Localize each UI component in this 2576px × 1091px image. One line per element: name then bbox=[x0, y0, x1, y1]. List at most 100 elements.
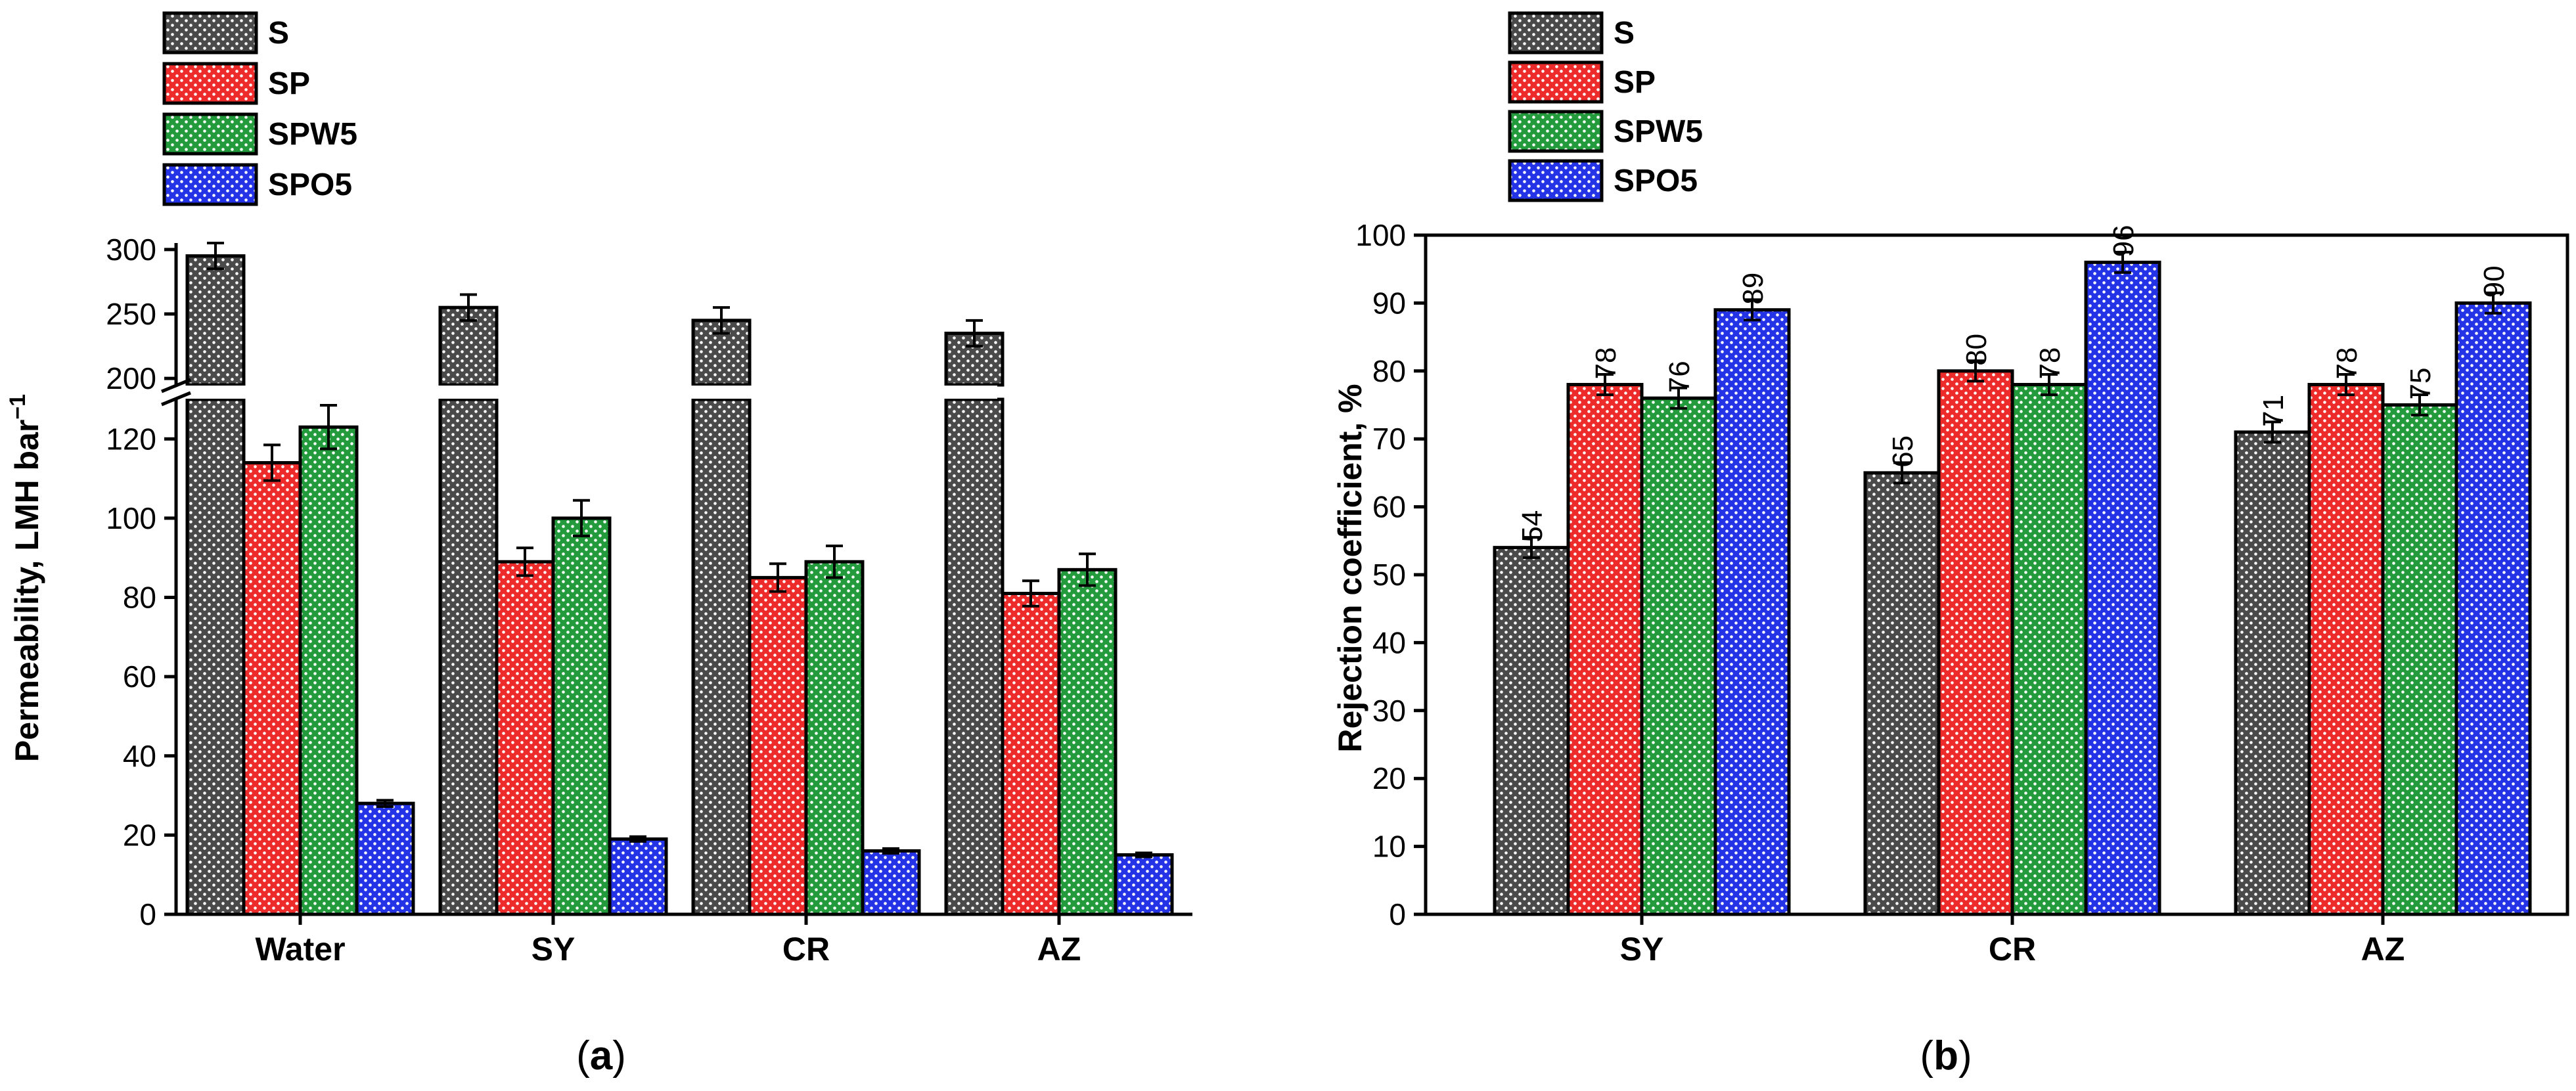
panel-a-bar-water-s-lower bbox=[185, 397, 246, 916]
panel-b-legend-swatch-s bbox=[1508, 11, 1604, 55]
panel-a-bar-cr-spo5 bbox=[861, 849, 921, 916]
panel-a-bar-az-sp bbox=[1001, 592, 1061, 916]
panel-b-bar-sy-s bbox=[1493, 546, 1570, 916]
panel-a-ytick-label-120: 120 bbox=[106, 422, 156, 456]
panel-a-bar-cr-spw5-error bbox=[826, 545, 843, 579]
panel-b-ytick-label-50: 50 bbox=[1372, 558, 1406, 592]
panel-b-legend-swatch-sp bbox=[1508, 60, 1604, 104]
panel-a-bar-az-spw5-error bbox=[1079, 552, 1096, 587]
panel-a-bars bbox=[156, 242, 1174, 916]
panel-a-caption: (a) bbox=[576, 1033, 626, 1079]
panel-b-bar-cr-spw5-value-label: 78 bbox=[2034, 347, 2066, 380]
panel-b-ytick-label-0: 0 bbox=[1389, 897, 1406, 931]
panel-a-axes: 0 20 40 60 80 100 120 200 250 300 Water SY CR AZ bbox=[106, 233, 1192, 968]
panel-b-axes: 0 10 20 30 40 50 60 70 80 90 100 SY CR AZ bbox=[1355, 218, 2569, 968]
panel-a-break-mark-top bbox=[161, 378, 191, 393]
panel-b-ytick-label-100: 100 bbox=[1355, 218, 1406, 252]
panel-a-bar-sy-s-error bbox=[460, 293, 477, 322]
panel-b-bar-sy-spw5-value-label: 76 bbox=[1663, 361, 1696, 393]
panel-a-xtick-label-cr: CR bbox=[782, 931, 830, 968]
panel-b-ytick-label-20: 20 bbox=[1372, 761, 1406, 795]
panel-b-bar-az-s bbox=[2234, 430, 2311, 916]
panel-a-ytick-label-100: 100 bbox=[106, 501, 156, 535]
panel-b-bar-az-sp-error bbox=[2338, 372, 2355, 396]
panel-a-legend-label-s: S bbox=[268, 16, 289, 51]
panel-a-bar-sy-s-lower bbox=[438, 397, 499, 916]
panel-b-bar-cr-spo5-error bbox=[2114, 250, 2131, 274]
panel-b-bar-cr-s-value-label: 65 bbox=[1887, 435, 1919, 468]
panel-a-bar-sy-spw5-error bbox=[573, 499, 590, 538]
panel-a-legend-label-sp: SP bbox=[268, 66, 310, 101]
panel-b-legend-swatch-spw5 bbox=[1508, 110, 1604, 153]
panel-b-bar-cr-s-error bbox=[1893, 461, 1910, 485]
panel-a-bar-az-spo5 bbox=[1114, 853, 1174, 916]
panel-b-bar-cr-sp-value-label: 80 bbox=[1960, 334, 1993, 366]
panel-a-bar-cr-s-lower bbox=[691, 397, 752, 916]
panel-a-y-axis-label: Permeability, LMH bar−1 bbox=[5, 394, 45, 762]
panel-a-bar-water-s-upper bbox=[185, 254, 246, 387]
panel-b-ytick-label-70: 70 bbox=[1372, 422, 1406, 456]
panel-b-bar-az-s-value-label: 71 bbox=[2257, 395, 2290, 427]
panel-b-ytick-label-90: 90 bbox=[1372, 286, 1406, 320]
panel-b-bar-sy-sp-value-label: 78 bbox=[1590, 347, 1622, 380]
panel-a-bar-sy-sp-error bbox=[516, 546, 533, 577]
panel-b-bar-cr-spo5 bbox=[2084, 260, 2161, 916]
panel-a-xtick-label-water: Water bbox=[255, 931, 345, 968]
panel-b-bar-sy-s-error bbox=[1523, 536, 1540, 560]
panel-b-bar-sy-spo5-value-label: 89 bbox=[1737, 273, 1769, 305]
panel-b-bar-sy-spo5-error bbox=[1744, 298, 1761, 322]
panel-a-bar-sy-sp bbox=[495, 560, 555, 916]
panel-a-bar-az-s-error bbox=[966, 319, 983, 348]
panel-a-permeability-chart: S SP SPW5 SPO5 0 20 40 60 80 100 120 200 250 300 Wate… bbox=[5, 11, 1192, 1079]
panel-b-bar-sy-spw5-error bbox=[1670, 386, 1687, 410]
panel-b-xtick-label-sy: SY bbox=[1620, 931, 1664, 968]
panel-a-bar-cr-sp-error bbox=[769, 562, 786, 593]
panel-b-ytick-label-40: 40 bbox=[1372, 625, 1406, 659]
panel-a-xtick-label-sy: SY bbox=[531, 931, 576, 968]
panel-a-legend: S SP SPW5 SPO5 bbox=[162, 11, 357, 206]
panel-a-bar-sy-spo5-error bbox=[629, 835, 646, 843]
panel-a-ytick-label-200: 200 bbox=[106, 361, 156, 395]
panel-a-legend-label-spw5: SPW5 bbox=[268, 117, 357, 152]
panel-a-bar-az-spo5-error bbox=[1135, 851, 1152, 858]
panel-a-bar-az-spw5 bbox=[1057, 568, 1118, 916]
panel-a-bar-sy-spw5 bbox=[551, 516, 612, 916]
panel-b-bar-cr-sp-error bbox=[1967, 359, 1984, 383]
panel-a-xtick-label-az: AZ bbox=[1037, 931, 1081, 968]
panel-a-bar-water-spw5 bbox=[298, 425, 359, 916]
panel-b-bar-cr-spo5-value-label: 96 bbox=[2108, 225, 2140, 257]
panel-b-xtick-label-cr: CR bbox=[1989, 931, 2036, 968]
panel-a-legend-swatch-s bbox=[162, 11, 258, 55]
panel-a-axis-break-band bbox=[156, 386, 997, 399]
panel-a-bar-az-s-lower bbox=[944, 397, 1005, 916]
panel-a-ytick-label-300: 300 bbox=[106, 233, 156, 267]
panel-b-ytick-label-10: 10 bbox=[1372, 830, 1406, 864]
panel-a-ytick-label-80: 80 bbox=[123, 581, 156, 615]
panel-a-bar-water-spo5-error bbox=[376, 799, 394, 808]
panel-a-bar-cr-spo5-error bbox=[882, 847, 899, 855]
panel-b-bar-sy-spw5 bbox=[1640, 396, 1717, 916]
panel-b-legend-swatch-spo5 bbox=[1508, 159, 1604, 202]
panel-b-ytick-label-60: 60 bbox=[1372, 490, 1406, 524]
panel-b-bar-sy-s-value-label: 54 bbox=[1516, 510, 1548, 543]
panel-b-caption: (b) bbox=[1920, 1033, 1972, 1079]
panel-a-bar-water-spo5 bbox=[355, 801, 415, 916]
panel-b-bar-az-spo5-error bbox=[2485, 291, 2502, 315]
panel-b-bar-cr-spw5-error bbox=[2041, 372, 2058, 396]
panel-b-bar-cr-spw5 bbox=[2010, 382, 2088, 916]
panel-a-ytick-label-0: 0 bbox=[139, 897, 156, 931]
panel-a-bar-water-sp bbox=[242, 460, 302, 916]
panel-a-legend-label-spo5: SPO5 bbox=[268, 167, 352, 202]
panel-a-legend-swatch-spo5 bbox=[162, 163, 258, 206]
panel-b-bar-az-spo5-value-label: 90 bbox=[2478, 265, 2510, 298]
panel-b-bar-az-s-error bbox=[2264, 420, 2281, 444]
panel-b-bar-cr-s bbox=[1863, 471, 1941, 916]
panel-b-bar-az-spw5 bbox=[2381, 403, 2458, 916]
panel-b-legend-label-spw5: SPW5 bbox=[1614, 114, 1703, 149]
panel-b-y-axis-label: Rejection coefficient, % bbox=[1332, 384, 1368, 752]
panel-a-ytick-label-40: 40 bbox=[123, 739, 156, 773]
panel-a-ytick-label-60: 60 bbox=[123, 659, 156, 694]
panel-b-bar-az-spw5-error bbox=[2411, 393, 2428, 417]
panel-a-bar-sy-spo5 bbox=[608, 837, 668, 916]
